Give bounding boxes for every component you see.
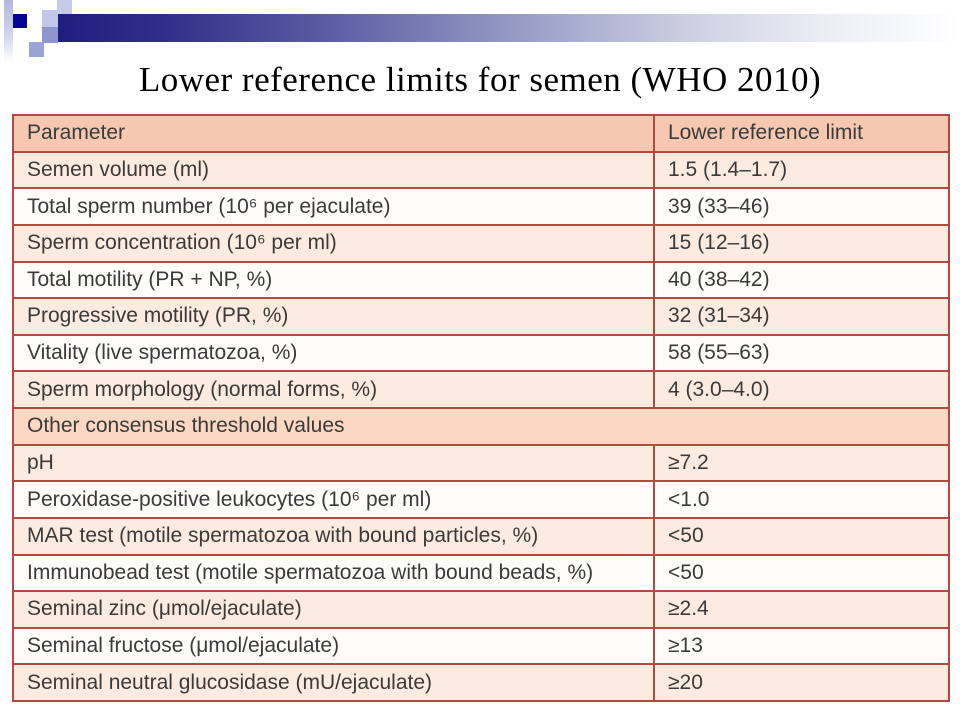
- decoration-gradient-bar: [57, 14, 960, 42]
- parameter-cell: Sperm morphology (normal forms, %): [12, 370, 655, 409]
- table-row: Immunobead test (motile spermatozoa with…: [12, 553, 950, 593]
- parameter-cell: Progressive motility (PR, %): [12, 297, 655, 336]
- parameter-cell: Total motility (PR + NP, %): [12, 260, 655, 300]
- table-row: Sperm concentration (10⁶ per ml) 15 (12–1…: [12, 223, 950, 263]
- value-cell: ≥13: [653, 626, 950, 666]
- column-header-parameter: Parameter: [12, 114, 655, 153]
- table-row: Peroxidase-positive leukocytes (10⁶ per …: [12, 480, 950, 519]
- decoration-pixel-square-lower: [29, 42, 44, 57]
- value-cell: <1.0: [653, 480, 950, 519]
- parameter-cell: Seminal fructose (μmol/ejaculate): [12, 626, 655, 666]
- decoration-vertical-strip: [4, 0, 13, 62]
- value-cell: ≥2.4: [653, 590, 950, 629]
- parameter-cell: Seminal zinc (μmol/ejaculate): [12, 590, 655, 629]
- parameter-cell: MAR test (motile spermatozoa with bound …: [12, 516, 655, 556]
- table-row: Seminal neutral glucosidase (mU/ejaculat…: [12, 663, 950, 702]
- decoration-pixel-square-light: [42, 10, 58, 27]
- table-row: pH ≥7.2: [12, 443, 950, 483]
- table-row: Progressive motility (PR, %) 32 (31–34): [12, 297, 950, 336]
- parameter-cell: pH: [12, 443, 655, 483]
- table-row: Total sperm number (10⁶ per ejaculate) 39…: [12, 187, 950, 226]
- table-row: Seminal zinc (μmol/ejaculate) ≥2.4: [12, 590, 950, 629]
- value-cell: 32 (31–34): [653, 297, 950, 336]
- value-cell: <50: [653, 516, 950, 556]
- value-cell: 15 (12–16): [653, 223, 950, 263]
- slide-title: Lower reference limits for semen (WHO 20…: [138, 60, 822, 99]
- value-cell: 4 (3.0–4.0): [653, 370, 950, 409]
- decoration-pixel-square-top: [57, 0, 72, 14]
- parameter-cell: Total sperm number (10⁶ per ejaculate): [12, 187, 655, 226]
- decoration-pixel-square-navy: [13, 14, 27, 28]
- value-cell: 40 (38–42): [653, 260, 950, 300]
- parameter-cell: Vitality (live spermatozoa, %): [12, 333, 655, 373]
- value-cell: ≥20: [653, 663, 950, 702]
- table-row: Semen volume (ml) 1.5 (1.4–1.7): [12, 150, 950, 190]
- table-row: MAR test (motile spermatozoa with bound …: [12, 516, 950, 556]
- value-cell: ≥7.2: [653, 443, 950, 483]
- value-cell: 1.5 (1.4–1.7): [653, 150, 950, 190]
- value-cell: <50: [653, 553, 950, 593]
- table-row: Sperm morphology (normal forms, %) 4 (3.0…: [12, 370, 950, 409]
- parameter-cell: Seminal neutral glucosidase (mU/ejaculat…: [12, 663, 655, 702]
- table-section-row: Other consensus threshold values: [12, 407, 950, 446]
- table-row: Total motility (PR + NP, %) 40 (38–42): [12, 260, 950, 300]
- decoration-pixel-square-medium: [42, 27, 58, 43]
- column-header-value: Lower reference limit: [653, 114, 950, 153]
- parameter-cell: Peroxidase-positive leukocytes (10⁶ per …: [12, 480, 655, 519]
- table-row: Seminal fructose (μmol/ejaculate) ≥13: [12, 626, 950, 666]
- value-cell: 39 (33–46): [653, 187, 950, 226]
- reference-limits-table: Parameter Lower reference limit Semen volu…: [12, 114, 950, 702]
- parameter-cell: Immunobead test (motile spermatozoa with…: [12, 553, 655, 593]
- parameter-cell: Semen volume (ml): [12, 150, 655, 190]
- table-row: Vitality (live spermatozoa, %) 58 (55–63): [12, 333, 950, 373]
- value-cell: 58 (55–63): [653, 333, 950, 373]
- parameter-cell: Sperm concentration (10⁶ per ml): [12, 223, 655, 263]
- section-header-cell: Other consensus threshold values: [12, 407, 950, 446]
- table-header-row: Parameter Lower reference limit: [12, 114, 950, 153]
